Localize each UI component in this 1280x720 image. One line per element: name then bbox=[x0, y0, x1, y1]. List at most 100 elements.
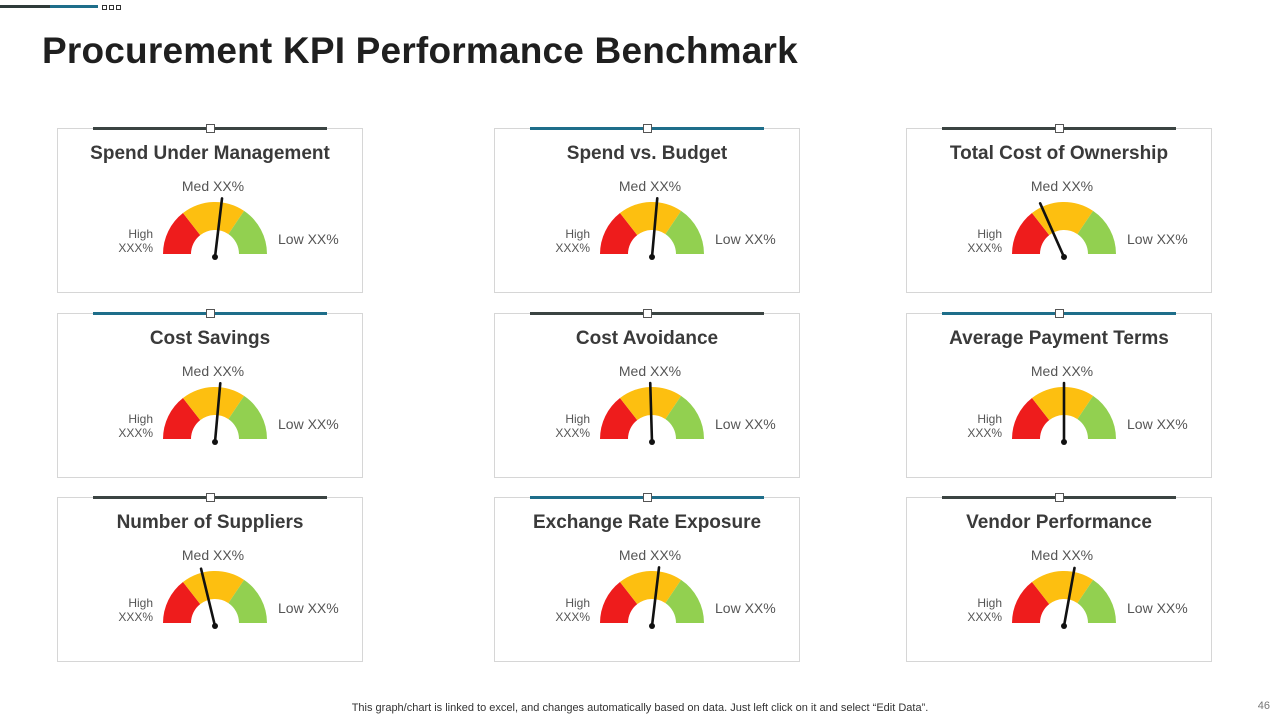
kpi-card: Cost Savings Med XX% Low XX% High XXX% bbox=[57, 309, 363, 478]
card-accent-knob bbox=[206, 309, 215, 318]
gauge-low-label: Low XX% bbox=[278, 231, 339, 247]
gauge-pivot bbox=[212, 623, 218, 629]
gauge-high-label: High bbox=[977, 412, 1002, 426]
kpi-card: Spend vs. Budget Med XX% Low XX% High XXX% bbox=[494, 124, 800, 293]
gauge-band-high bbox=[1012, 582, 1050, 623]
kpi-title: Spend vs. Budget bbox=[566, 143, 728, 164]
page-title: Procurement KPI Performance Benchmark bbox=[42, 30, 798, 71]
gauge-high-value: XXX% bbox=[555, 426, 590, 440]
gauge-high-label: High bbox=[565, 596, 590, 610]
gauge-med-label: Med XX% bbox=[619, 178, 681, 194]
gauge-med-label: Med XX% bbox=[1031, 547, 1093, 563]
gauge-band-low bbox=[665, 395, 704, 439]
gauge-med-label: Med XX% bbox=[1031, 178, 1093, 194]
gauge-needle bbox=[213, 197, 224, 259]
gauge-med-label: Med XX% bbox=[619, 363, 681, 379]
gauge-band-med bbox=[182, 202, 245, 236]
kpi-title: Cost Avoidance bbox=[575, 328, 719, 349]
gauge-high-value: XXX% bbox=[967, 610, 1002, 624]
gauge-needle bbox=[213, 381, 222, 444]
gauge-pivot bbox=[1061, 439, 1067, 445]
gauge-band-high bbox=[1012, 398, 1050, 439]
gauge-med-label: Med XX% bbox=[619, 547, 681, 563]
gauge-high-label: High bbox=[128, 412, 153, 426]
kpi-card: Number of Suppliers Med XX% Low XX% High XXX… bbox=[57, 493, 363, 662]
gauge-high-label: High bbox=[565, 412, 590, 426]
gauge-pivot bbox=[1061, 623, 1067, 629]
gauge-low-label: Low XX% bbox=[715, 231, 776, 247]
gauge-high-label: High bbox=[128, 227, 153, 241]
gauge-pivot bbox=[212, 439, 218, 445]
kpi-title: Total Cost of Ownership bbox=[949, 143, 1169, 164]
gauge-band-low bbox=[228, 579, 267, 623]
kpi-card: Cost Avoidance Med XX% Low XX% High XXX% bbox=[494, 309, 800, 478]
gauge-high-value: XXX% bbox=[555, 241, 590, 255]
footer-note: This graph/chart is linked to excel, and… bbox=[351, 702, 929, 714]
gauge-med-label: Med XX% bbox=[182, 547, 244, 563]
card-accent-knob bbox=[1055, 309, 1064, 318]
gauge-band-med bbox=[619, 202, 682, 236]
gauge-high-value: XXX% bbox=[555, 610, 590, 624]
gauge-high-value: XXX% bbox=[967, 426, 1002, 440]
gauge-low-label: Low XX% bbox=[278, 600, 339, 616]
gauge-pivot bbox=[649, 439, 655, 445]
gauge-band-med bbox=[182, 387, 245, 421]
gauge-band-med bbox=[1031, 387, 1094, 421]
gauge-band-high bbox=[600, 213, 638, 254]
gauge-high-value: XXX% bbox=[967, 241, 1002, 255]
gauge-band-med bbox=[619, 571, 682, 605]
card-accent-knob bbox=[206, 124, 215, 133]
gauge-low-label: Low XX% bbox=[715, 600, 776, 616]
gauge-high-value: XXX% bbox=[118, 610, 153, 624]
gauge-band-med bbox=[1031, 571, 1094, 605]
gauge-pivot bbox=[1061, 254, 1067, 260]
gauge-needle bbox=[650, 566, 661, 628]
gauge-band-high bbox=[163, 582, 201, 623]
card-accent-knob bbox=[643, 124, 652, 133]
gauge-high-label: High bbox=[977, 227, 1002, 241]
kpi-card: Vendor Performance Med XX% Low XX% High XXX% bbox=[906, 493, 1212, 662]
gauge-band-low bbox=[665, 579, 704, 623]
gauge-band-med bbox=[1031, 202, 1094, 236]
card-accent-knob bbox=[206, 493, 215, 502]
gauge-med-label: Med XX% bbox=[1031, 363, 1093, 379]
card-accent-knob bbox=[643, 309, 652, 318]
gauge-pivot bbox=[649, 623, 655, 629]
gauge-low-label: Low XX% bbox=[278, 416, 339, 432]
gauge-band-med bbox=[182, 571, 245, 605]
card-accent-knob bbox=[1055, 124, 1064, 133]
gauge-med-label: Med XX% bbox=[182, 178, 244, 194]
kpi-title: Vendor Performance bbox=[966, 512, 1152, 533]
card-accent-knob bbox=[1055, 493, 1064, 502]
gauge-pivot bbox=[212, 254, 218, 260]
gauge-pivot bbox=[649, 254, 655, 260]
kpi-title: Exchange Rate Exposure bbox=[532, 512, 762, 533]
kpi-title: Spend Under Management bbox=[90, 143, 330, 164]
gauge-needle bbox=[1062, 566, 1076, 628]
gauge-low-label: Low XX% bbox=[715, 416, 776, 432]
gauge-band-high bbox=[600, 582, 638, 623]
gauge-band-high bbox=[163, 213, 201, 254]
gauge-band-low bbox=[1077, 210, 1116, 254]
kpi-card: Average Payment Terms Med XX% Low XX% High X… bbox=[906, 309, 1212, 478]
top-squares-decoration bbox=[102, 5, 121, 10]
kpi-title: Average Payment Terms bbox=[949, 328, 1169, 349]
gauge-band-low bbox=[1077, 395, 1116, 439]
kpi-card: Total Cost of Ownership Med XX% Low XX% Hig… bbox=[906, 124, 1212, 293]
kpi-title: Cost Savings bbox=[149, 328, 271, 349]
gauge-high-label: High bbox=[977, 596, 1002, 610]
gauge-band-high bbox=[600, 398, 638, 439]
gauge-high-label: High bbox=[565, 227, 590, 241]
gauge-needle bbox=[650, 196, 659, 259]
card-accent-knob bbox=[643, 493, 652, 502]
gauge-needle bbox=[1038, 202, 1066, 259]
gauge-low-label: Low XX% bbox=[1127, 416, 1188, 432]
gauge-band-high bbox=[163, 398, 201, 439]
